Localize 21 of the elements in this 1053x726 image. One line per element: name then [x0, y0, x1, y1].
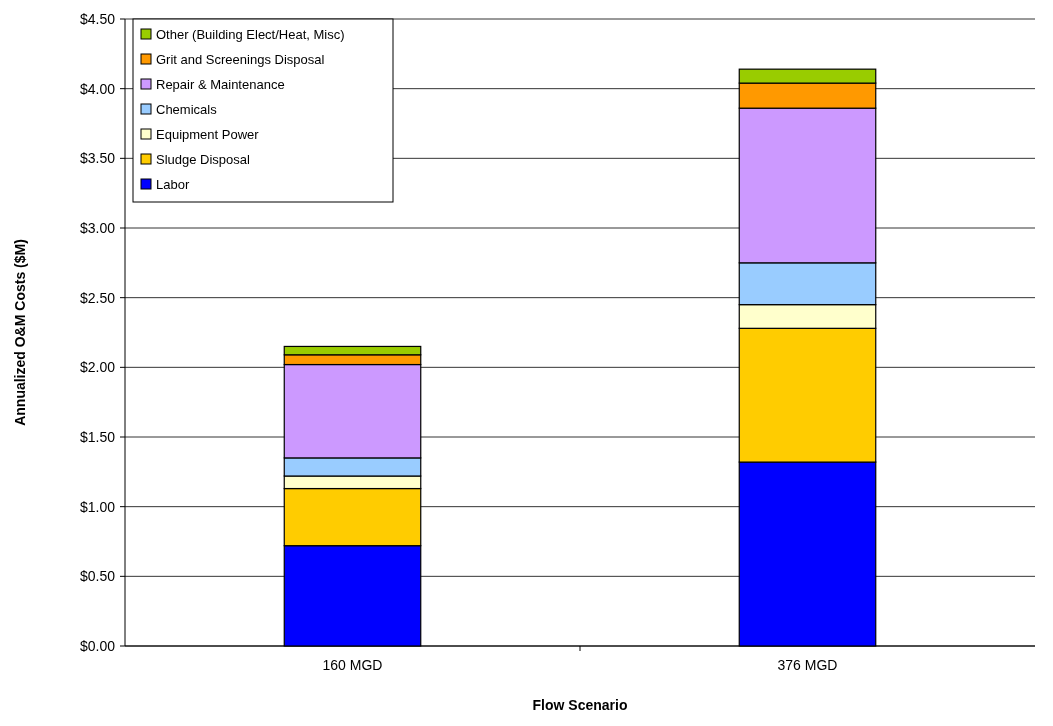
legend-label: Labor: [156, 176, 190, 192]
legend-label: Other (Building Elect/Heat, Misc): [156, 26, 345, 42]
x-tick-label: 376 MGD: [777, 657, 838, 673]
y-tick-label: $0.50: [79, 568, 116, 585]
y-axis-title: Annualized O&M Costs ($M): [12, 239, 28, 426]
y-tick-label: $1.50: [79, 428, 116, 445]
legend-label: Repair & Maintenance: [156, 76, 285, 92]
y-tick-label: $4.00: [79, 80, 116, 97]
legend-label: Chemicals: [156, 101, 218, 117]
y-tick-label: $3.50: [79, 150, 116, 167]
legend-label: Grit and Screenings Disposal: [156, 51, 325, 67]
legend-label: Equipment Power: [156, 126, 260, 142]
y-tick-label: $4.50: [79, 10, 116, 27]
y-tick-label: $3.00: [79, 219, 116, 236]
legend-label: Sludge Disposal: [156, 151, 251, 167]
y-tick-label: $1.00: [79, 498, 116, 515]
y-tick-label: $2.50: [79, 289, 116, 306]
x-tick-label: 160 MGD: [322, 657, 383, 673]
y-tick-label: $2.00: [79, 359, 116, 376]
y-tick-label: $0.00: [79, 637, 116, 654]
x-axis-title: Flow Scenario: [532, 697, 628, 713]
